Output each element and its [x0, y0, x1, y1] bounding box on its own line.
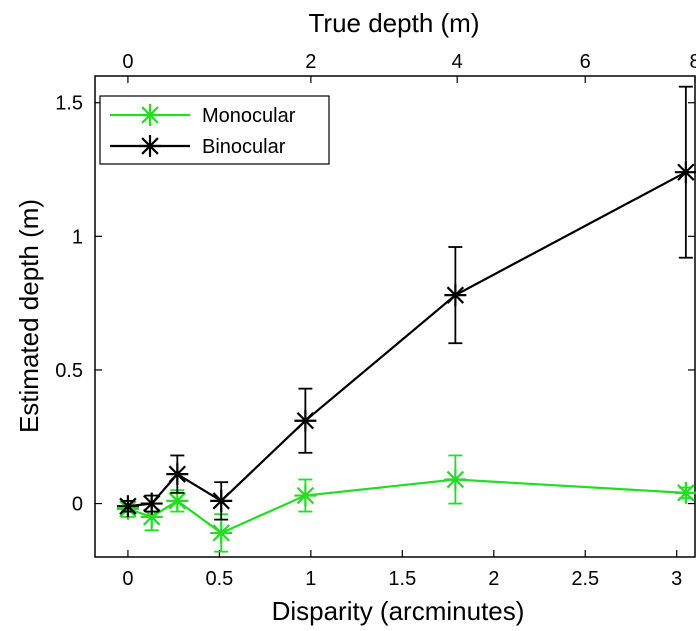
data-point	[444, 468, 467, 491]
marker-stroke	[143, 494, 161, 513]
legend-marker-binocular	[139, 135, 161, 157]
top-tick-label: 8	[689, 51, 696, 73]
legend-label-monocular: Monocular	[202, 105, 296, 127]
x-tick-labels: 0 0.5 1 1.5 2 2.5 3	[122, 568, 682, 590]
top-tick-label: 0	[122, 51, 133, 73]
series-layer	[116, 85, 696, 553]
data-point	[140, 492, 163, 515]
series-binocular	[116, 85, 696, 521]
data-point	[166, 463, 189, 486]
data-point	[294, 409, 317, 432]
y-tick-label: 1	[72, 226, 83, 248]
legend-marker-star	[139, 104, 161, 126]
x-tick-label: 1.5	[388, 568, 416, 590]
data-point	[116, 495, 139, 518]
data-point	[294, 484, 317, 507]
marker-stroke	[212, 524, 230, 542]
marker-stroke	[212, 492, 230, 510]
data-point	[674, 161, 696, 184]
x-tick-label: 1	[305, 568, 316, 590]
marker-stroke	[296, 486, 315, 505]
y-axis-title: Estimated depth (m)	[14, 199, 44, 433]
top-tick-labels: 0 2 4 6 8	[122, 51, 696, 73]
axis-ticks	[95, 76, 696, 557]
marker-stroke	[119, 497, 137, 515]
marker-stroke	[446, 286, 465, 304]
legend-marker-star	[139, 135, 161, 157]
y-tick-labels: 0 0.5 1 1.5	[55, 93, 83, 516]
data-point	[210, 521, 233, 544]
x-tick-label: 0	[122, 568, 133, 590]
marker-stroke	[141, 106, 159, 124]
marker-stroke	[168, 492, 187, 510]
legend-box	[99, 95, 330, 165]
top-axis-title: True depth (m)	[309, 8, 480, 38]
data-point	[210, 489, 233, 512]
x-tick-label: 3	[671, 568, 682, 590]
series-monocular	[116, 454, 696, 553]
top-tick-label: 4	[452, 51, 463, 73]
x-tick-label: 0.5	[205, 568, 233, 590]
marker-stroke	[446, 470, 465, 489]
data-point	[674, 481, 696, 504]
x-axis-title: Disparity (arcminutes)	[272, 596, 525, 626]
marker-stroke	[296, 412, 315, 430]
data-point	[444, 284, 467, 307]
legend-label-binocular: Binocular	[202, 136, 286, 158]
legend: Monocular Binocular	[99, 95, 330, 165]
marker-stroke	[677, 484, 695, 502]
x-tick-label: 2.5	[571, 568, 599, 590]
legend-marker-monocular	[139, 104, 161, 126]
top-tick-label: 6	[580, 51, 591, 73]
marker-stroke	[141, 137, 159, 155]
top-tick-label: 2	[305, 51, 316, 73]
y-tick-label: 1.5	[55, 93, 83, 115]
marker-stroke	[168, 465, 187, 483]
x-tick-label: 2	[488, 568, 499, 590]
marker-stroke	[677, 163, 695, 181]
y-tick-label: 0.5	[55, 360, 83, 382]
y-tick-label: 0	[72, 494, 83, 516]
